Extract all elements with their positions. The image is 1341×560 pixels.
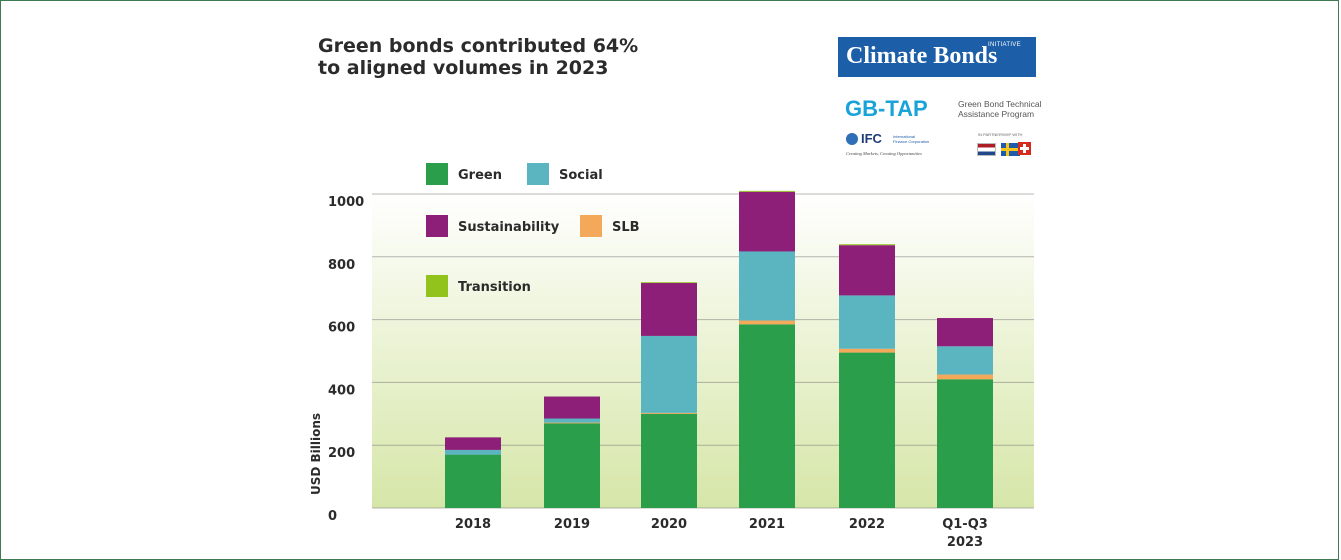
bar-social <box>445 449 501 455</box>
bar-sustainability <box>445 437 501 450</box>
bar-slb <box>544 422 600 424</box>
bar-transition <box>839 244 895 246</box>
bar-green <box>937 379 993 508</box>
x-tick-label: 2018 <box>455 517 491 532</box>
bar-green <box>641 413 697 508</box>
bar-slb <box>839 348 895 353</box>
bar-green <box>839 352 895 508</box>
bar-slb <box>739 320 795 325</box>
bar-social <box>739 251 795 321</box>
bar-slb <box>937 374 993 380</box>
bar-social <box>839 295 895 349</box>
ifc-logo: IFC International Finance Corporation Cr… <box>846 130 956 160</box>
y-tick-label: 200 <box>328 446 355 461</box>
partnership-label: IN PARTNERSHIP WITH <box>978 132 1023 137</box>
legend-swatch-sustainability <box>426 215 448 237</box>
x-tick-label: 2021 <box>749 517 785 532</box>
ifc-logo-text: IFC <box>861 131 882 146</box>
chart-title: Green bonds contributed 64% to aligned v… <box>318 35 638 79</box>
y-tick-label: 800 <box>328 258 355 273</box>
legend-label-sustainability: Sustainability <box>458 220 560 235</box>
y-tick-label: 400 <box>328 383 355 398</box>
legend-label-slb: SLB <box>612 220 640 235</box>
y-tick-label: 0 <box>328 509 337 524</box>
gbtap-subtitle-line-2: Assistance Program <box>958 109 1035 119</box>
x-tick-label: 2023 <box>947 535 983 550</box>
x-tick-label: Q1-Q3 <box>942 517 988 532</box>
ifc-tagline: Creating Markets, Creating Opportunities <box>846 151 922 156</box>
bar-sustainability <box>937 318 993 347</box>
legend-swatch-social <box>527 163 549 185</box>
climate-bonds-logo-initiative: INITIATIVE <box>988 42 1021 48</box>
gbtap-subtitle-line-1: Green Bond Technical <box>958 99 1042 109</box>
chart-title-line-1: Green bonds contributed 64% <box>318 35 639 57</box>
gbtap-subtitle: Green Bond Technical Assistance Program <box>958 99 1041 119</box>
ifc-subtitle-line-2: Finance Corporation <box>893 139 930 144</box>
globe-icon <box>846 133 858 145</box>
legend-label-green: Green <box>458 168 502 183</box>
bar-green <box>739 324 795 508</box>
switzerland-flag-icon <box>1018 142 1031 155</box>
bar-social <box>544 418 600 423</box>
bar-sustainability <box>839 245 895 296</box>
bar-sustainability <box>641 282 697 336</box>
climate-bonds-logo-text: Climate Bonds <box>846 43 998 69</box>
bar-social <box>641 335 697 413</box>
bar-sustainability <box>544 396 600 419</box>
gbtap-logo: GB-TAP <box>845 96 928 121</box>
bar-sustainability <box>739 191 795 252</box>
legend-swatch-green <box>426 163 448 185</box>
chart-title-line-2: to aligned volumes in 2023 <box>318 57 609 79</box>
y-tick-label: 1000 <box>328 195 364 210</box>
y-tick-label: 600 <box>328 321 355 336</box>
legend-label-social: Social <box>559 168 603 183</box>
legend-swatch-slb <box>580 215 602 237</box>
ifc-logo-subtitle: International Finance Corporation <box>893 134 929 144</box>
x-tick-label: 2022 <box>849 517 885 532</box>
bar-transition <box>641 282 697 284</box>
ifc-subtitle-line-1: International <box>893 134 916 139</box>
bar-green <box>445 454 501 508</box>
legend-swatch-transition <box>426 275 448 297</box>
climate-bonds-logo: Climate Bonds INITIATIVE <box>838 37 1036 77</box>
x-tick-label: 2020 <box>651 517 687 532</box>
bar-social <box>937 346 993 375</box>
y-axis-label: USD Billions <box>309 413 323 495</box>
legend-label-transition: Transition <box>458 280 531 295</box>
bar-green <box>544 423 600 508</box>
bar-slb <box>641 412 697 414</box>
bar-transition <box>739 190 795 192</box>
luxembourg-flag-icon <box>977 143 996 156</box>
x-tick-label: 2019 <box>554 517 590 532</box>
sweden-flag-icon <box>1001 143 1020 156</box>
